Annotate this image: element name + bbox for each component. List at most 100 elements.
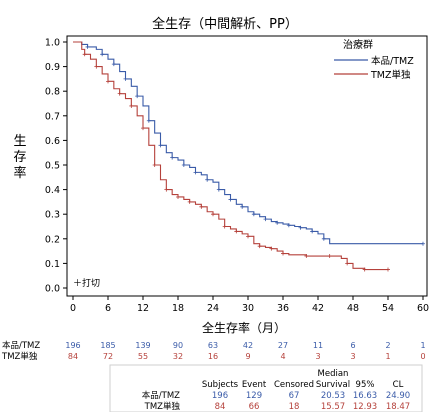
at-risk-row-label: TMZ単独 xyxy=(1,351,38,362)
censor-mark xyxy=(228,197,233,202)
at-risk-value: 90 xyxy=(173,341,183,350)
censor-mark xyxy=(187,199,192,204)
y-tick-label: 0.0 xyxy=(45,284,60,295)
x-tick-label: 60 xyxy=(417,303,429,314)
y-tick-label: 0.8 xyxy=(45,87,60,98)
censor-mark xyxy=(164,187,169,192)
chart-title: 全生存（中間解析、PP） xyxy=(152,16,298,32)
summary-value: 16.63 xyxy=(353,391,377,401)
censor-mark xyxy=(100,52,105,57)
summary-header: 95% xyxy=(356,380,375,390)
at-risk-value: 196 xyxy=(65,341,80,350)
summary-value: 15.57 xyxy=(321,402,345,412)
y-tick-label: 0.6 xyxy=(45,136,60,147)
censor-mark xyxy=(82,52,87,57)
censor-mark xyxy=(286,223,291,228)
x-tick-label: 42 xyxy=(312,303,324,314)
censor-mark xyxy=(129,103,134,108)
censor-mark xyxy=(211,212,215,217)
y-tick-label: 1.0 xyxy=(45,38,60,49)
censor-mark xyxy=(327,254,332,259)
censor-mark xyxy=(421,241,425,246)
at-risk-value: 3 xyxy=(350,352,355,361)
at-risk-value: 84 xyxy=(68,352,78,361)
y-tick-label: 0.2 xyxy=(45,234,60,245)
summary-header-top: Median xyxy=(318,369,349,379)
series-line-treatment xyxy=(73,41,423,245)
summary-value: 24.90 xyxy=(386,391,410,401)
summary-row-label: 本品/TMZ xyxy=(142,390,180,401)
x-axis-label: 全生存率（月） xyxy=(202,320,286,335)
censor-mark xyxy=(251,212,256,217)
legend-entry-control: TMZ単独 xyxy=(370,69,411,81)
censor-mark xyxy=(362,267,367,272)
y-axis-label-char: 存 xyxy=(13,150,26,165)
summary-header: CL xyxy=(393,380,404,390)
censor-mark xyxy=(269,246,274,251)
censor-mark xyxy=(263,217,268,222)
censor-mark xyxy=(170,155,175,160)
at-risk-value: 9 xyxy=(245,352,250,361)
censor-mark xyxy=(176,194,180,199)
summary-value: 66 xyxy=(249,402,260,412)
summary-value: 196 xyxy=(212,391,228,401)
censor-mark xyxy=(205,177,210,182)
x-tick-label: 12 xyxy=(137,303,149,314)
at-risk-value: 1 xyxy=(385,352,390,361)
censor-mark xyxy=(222,224,227,229)
y-tick-label: 0.9 xyxy=(45,62,60,73)
y-axis: 0.0 0.1 0.2 0.3 0.4 0.5 0.6 0.7 0.8 0.9 1.0 xyxy=(45,38,67,295)
censor-mark xyxy=(152,163,157,167)
censor-mark xyxy=(94,64,99,69)
y-tick-label: 0.4 xyxy=(45,185,60,196)
at-risk-value: 3 xyxy=(315,352,320,361)
censor-mark xyxy=(85,44,90,49)
censor-mark xyxy=(310,229,315,234)
at-risk-value: 4 xyxy=(280,352,285,361)
censor-mark xyxy=(117,91,122,96)
series-line-control xyxy=(73,41,388,271)
y-axis-label-char: 率 xyxy=(13,165,26,181)
x-tick-label: 24 xyxy=(207,303,219,314)
summary-table: Median Subjects Event Censored Survival 95% CL… xyxy=(142,369,410,412)
censor-mark xyxy=(386,267,390,272)
at-risk-value: 11 xyxy=(313,341,323,350)
at-risk-value: 16 xyxy=(208,352,218,361)
at-risk-value: 42 xyxy=(243,341,253,350)
x-tick-label: 54 xyxy=(382,303,394,314)
x-axis: 0 6 12 18 24 30 36 42 48 54 60 xyxy=(70,296,429,314)
summary-row-label: TMZ単独 xyxy=(144,401,181,412)
censor-mark xyxy=(281,251,285,256)
x-tick-label: 48 xyxy=(347,303,359,314)
at-risk-value: 185 xyxy=(100,341,115,350)
y-tick-label: 0.1 xyxy=(45,259,60,270)
censor-mark xyxy=(146,118,151,123)
summary-value: 67 xyxy=(289,391,300,401)
at-risk-value: 27 xyxy=(278,341,288,350)
censor-mark xyxy=(345,261,350,266)
summary-value: 20.53 xyxy=(321,391,345,401)
censor-mark xyxy=(199,204,204,209)
at-risk-value: 2 xyxy=(385,341,390,350)
censor-mark xyxy=(275,220,280,225)
legend-entry-treatment: 本品/TMZ xyxy=(371,55,414,67)
summary-header: Survival xyxy=(316,380,350,390)
x-tick-label: 0 xyxy=(70,303,76,314)
x-tick-label: 6 xyxy=(105,303,111,314)
censor-mark xyxy=(111,62,116,67)
summary-table-frame xyxy=(109,364,423,412)
censor-mark xyxy=(234,229,239,234)
summary-value: 84 xyxy=(215,402,226,412)
x-tick-label: 18 xyxy=(172,303,184,314)
plot-frame xyxy=(66,35,428,297)
x-tick-label: 36 xyxy=(277,303,289,314)
y-axis-label-char: 生 xyxy=(13,134,26,149)
legend: 治療群 本品/TMZ TMZ単独 xyxy=(334,38,414,81)
at-risk-value: 55 xyxy=(138,352,148,361)
censor-mark xyxy=(181,163,186,167)
at-risk-value: 1 xyxy=(420,341,425,350)
legend-title: 治療群 xyxy=(343,38,373,51)
censor-mark xyxy=(321,236,326,241)
